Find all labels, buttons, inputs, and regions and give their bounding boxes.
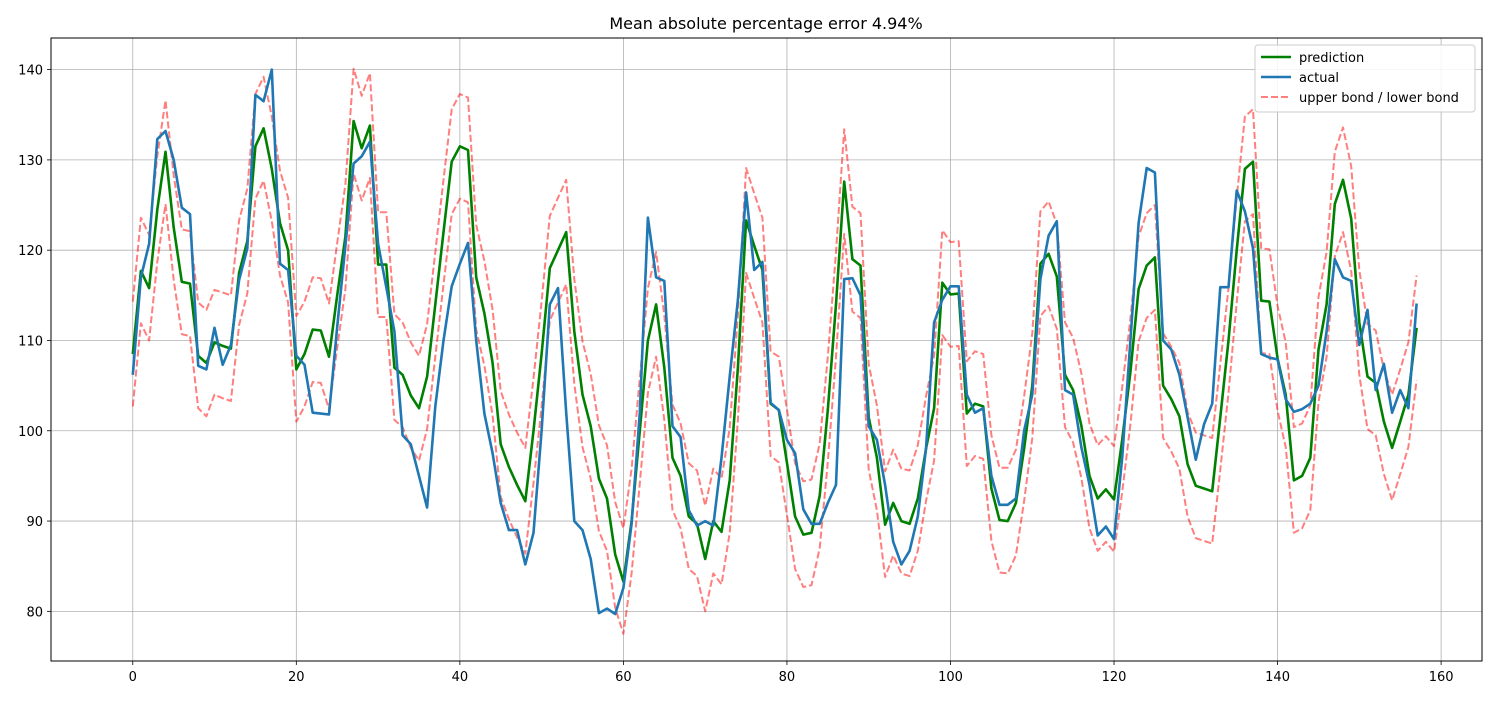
- x-tick-label: 100: [938, 670, 963, 685]
- legend-label: prediction: [1299, 51, 1364, 66]
- x-tick-label: 140: [1265, 670, 1290, 685]
- x-tick-label: 40: [452, 670, 469, 685]
- y-tick-label: 110: [18, 334, 43, 349]
- y-tick-label: 140: [18, 64, 43, 79]
- y-tick-label: 120: [18, 244, 43, 259]
- y-tick-label: 100: [18, 425, 43, 440]
- series-line-actual: [131, 68, 1418, 616]
- x-axis-ticks: 0 20 40 60 80 100 120 140 160: [129, 661, 1454, 685]
- legend: prediction actual upper bond / lower bond: [1254, 44, 1476, 113]
- legend-label: actual: [1299, 71, 1339, 86]
- y-axis-ticks: 80 90 100 110 120 130 140: [18, 64, 51, 620]
- x-tick-label: 160: [1429, 670, 1454, 685]
- series-line-lower-bond: [131, 172, 1418, 635]
- y-tick-label: 90: [26, 515, 43, 530]
- x-tick-label: 0: [129, 670, 137, 685]
- x-tick-label: 20: [288, 670, 305, 685]
- series-line-prediction: [131, 119, 1418, 583]
- x-tick-label: 80: [779, 670, 796, 685]
- x-tick-label: 120: [1102, 670, 1127, 685]
- y-tick-label: 130: [18, 154, 43, 169]
- legend-box: [1254, 44, 1476, 113]
- chart-title: Mean absolute percentage error 4.94%: [609, 14, 922, 33]
- x-tick-label: 60: [615, 670, 632, 685]
- series-layer: [131, 67, 1418, 635]
- plot-frame: [50, 37, 1483, 662]
- y-tick-label: 80: [26, 605, 43, 620]
- legend-label: upper bond / lower bond: [1299, 91, 1459, 106]
